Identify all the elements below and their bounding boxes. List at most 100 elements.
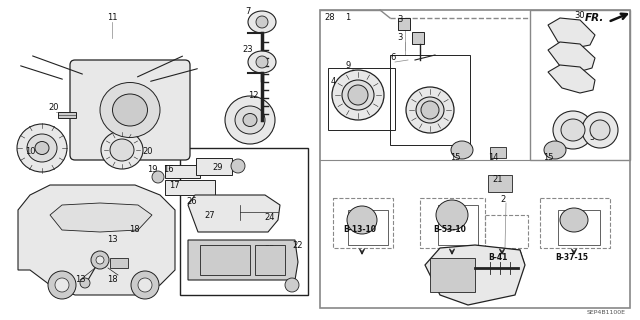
Text: 29: 29 (212, 164, 223, 172)
Ellipse shape (248, 11, 276, 33)
Text: 20: 20 (143, 148, 153, 156)
Bar (165, 180, 215, 195)
Text: 26: 26 (187, 197, 197, 206)
Text: 22: 22 (292, 241, 303, 250)
Text: 4: 4 (330, 77, 335, 86)
Text: 10: 10 (25, 148, 35, 156)
Text: 9: 9 (346, 60, 351, 69)
Circle shape (590, 120, 610, 140)
Bar (320, 10, 630, 308)
Circle shape (256, 56, 268, 68)
Ellipse shape (35, 141, 49, 155)
Bar (558, 210, 600, 245)
Text: 19: 19 (147, 165, 157, 174)
Text: 23: 23 (243, 45, 253, 54)
Ellipse shape (243, 114, 257, 126)
Text: SEP4B1100E: SEP4B1100E (587, 310, 626, 316)
Bar (430, 258, 475, 292)
Bar (412, 32, 424, 44)
Polygon shape (18, 185, 175, 295)
Bar (110, 258, 128, 268)
Circle shape (256, 16, 268, 28)
Polygon shape (548, 18, 595, 48)
Polygon shape (425, 245, 525, 305)
Text: 15: 15 (543, 154, 553, 163)
Bar (485, 215, 528, 248)
Polygon shape (50, 203, 152, 232)
Text: 21: 21 (493, 175, 503, 185)
Circle shape (152, 171, 164, 183)
Circle shape (91, 251, 109, 269)
Polygon shape (188, 240, 298, 280)
Text: 15: 15 (450, 154, 460, 163)
Text: 14: 14 (488, 154, 499, 163)
Text: 12: 12 (248, 91, 259, 100)
Ellipse shape (235, 106, 265, 134)
Ellipse shape (17, 124, 67, 172)
Ellipse shape (347, 206, 377, 234)
Ellipse shape (110, 139, 134, 161)
Ellipse shape (406, 87, 454, 133)
Bar (438, 205, 478, 245)
Text: 7: 7 (245, 7, 251, 17)
Ellipse shape (113, 94, 147, 126)
Circle shape (348, 85, 368, 105)
Text: 11: 11 (107, 13, 117, 22)
Circle shape (96, 256, 104, 264)
Ellipse shape (553, 111, 593, 149)
Text: 17: 17 (169, 180, 179, 189)
Bar (165, 165, 200, 178)
Bar (420, 198, 485, 248)
Text: 30: 30 (575, 11, 586, 20)
Text: 24: 24 (265, 213, 275, 222)
Bar (540, 198, 610, 248)
Bar (200, 245, 250, 275)
Ellipse shape (332, 70, 384, 120)
Bar (348, 210, 388, 245)
Circle shape (582, 112, 618, 148)
Polygon shape (548, 65, 595, 93)
Text: FR.: FR. (584, 13, 604, 23)
Text: B-13-10: B-13-10 (344, 226, 376, 235)
Bar (255, 245, 285, 275)
Text: 3: 3 (397, 34, 403, 43)
Ellipse shape (560, 208, 588, 232)
Text: 5: 5 (589, 133, 595, 142)
Ellipse shape (27, 134, 57, 162)
Bar (328, 68, 395, 130)
Text: B-37-15: B-37-15 (556, 253, 589, 262)
Text: 18: 18 (107, 276, 117, 284)
Text: 16: 16 (163, 165, 173, 174)
Ellipse shape (561, 119, 585, 141)
Ellipse shape (544, 141, 566, 159)
Ellipse shape (436, 200, 468, 230)
Text: 27: 27 (205, 211, 215, 220)
Text: 18: 18 (129, 226, 140, 235)
Circle shape (231, 159, 245, 173)
Polygon shape (188, 195, 280, 232)
Bar (398, 18, 410, 30)
Bar (58, 112, 76, 118)
Text: B-53-10: B-53-10 (433, 226, 467, 235)
Text: 1: 1 (346, 13, 351, 22)
Text: 6: 6 (390, 53, 396, 62)
FancyBboxPatch shape (70, 60, 190, 160)
Text: 3: 3 (397, 15, 403, 25)
Circle shape (80, 278, 90, 288)
Bar (530, 10, 630, 160)
Bar (490, 147, 506, 158)
Bar (180, 148, 308, 295)
Ellipse shape (100, 83, 160, 138)
Ellipse shape (451, 141, 473, 159)
Circle shape (55, 278, 69, 292)
Circle shape (48, 271, 76, 299)
Circle shape (421, 101, 439, 119)
Circle shape (138, 278, 152, 292)
Bar (333, 198, 393, 248)
Ellipse shape (342, 80, 374, 110)
Circle shape (285, 278, 299, 292)
Bar (196, 158, 232, 175)
Text: 2: 2 (500, 196, 506, 204)
Text: 13: 13 (75, 276, 85, 284)
Text: 25: 25 (265, 245, 275, 254)
